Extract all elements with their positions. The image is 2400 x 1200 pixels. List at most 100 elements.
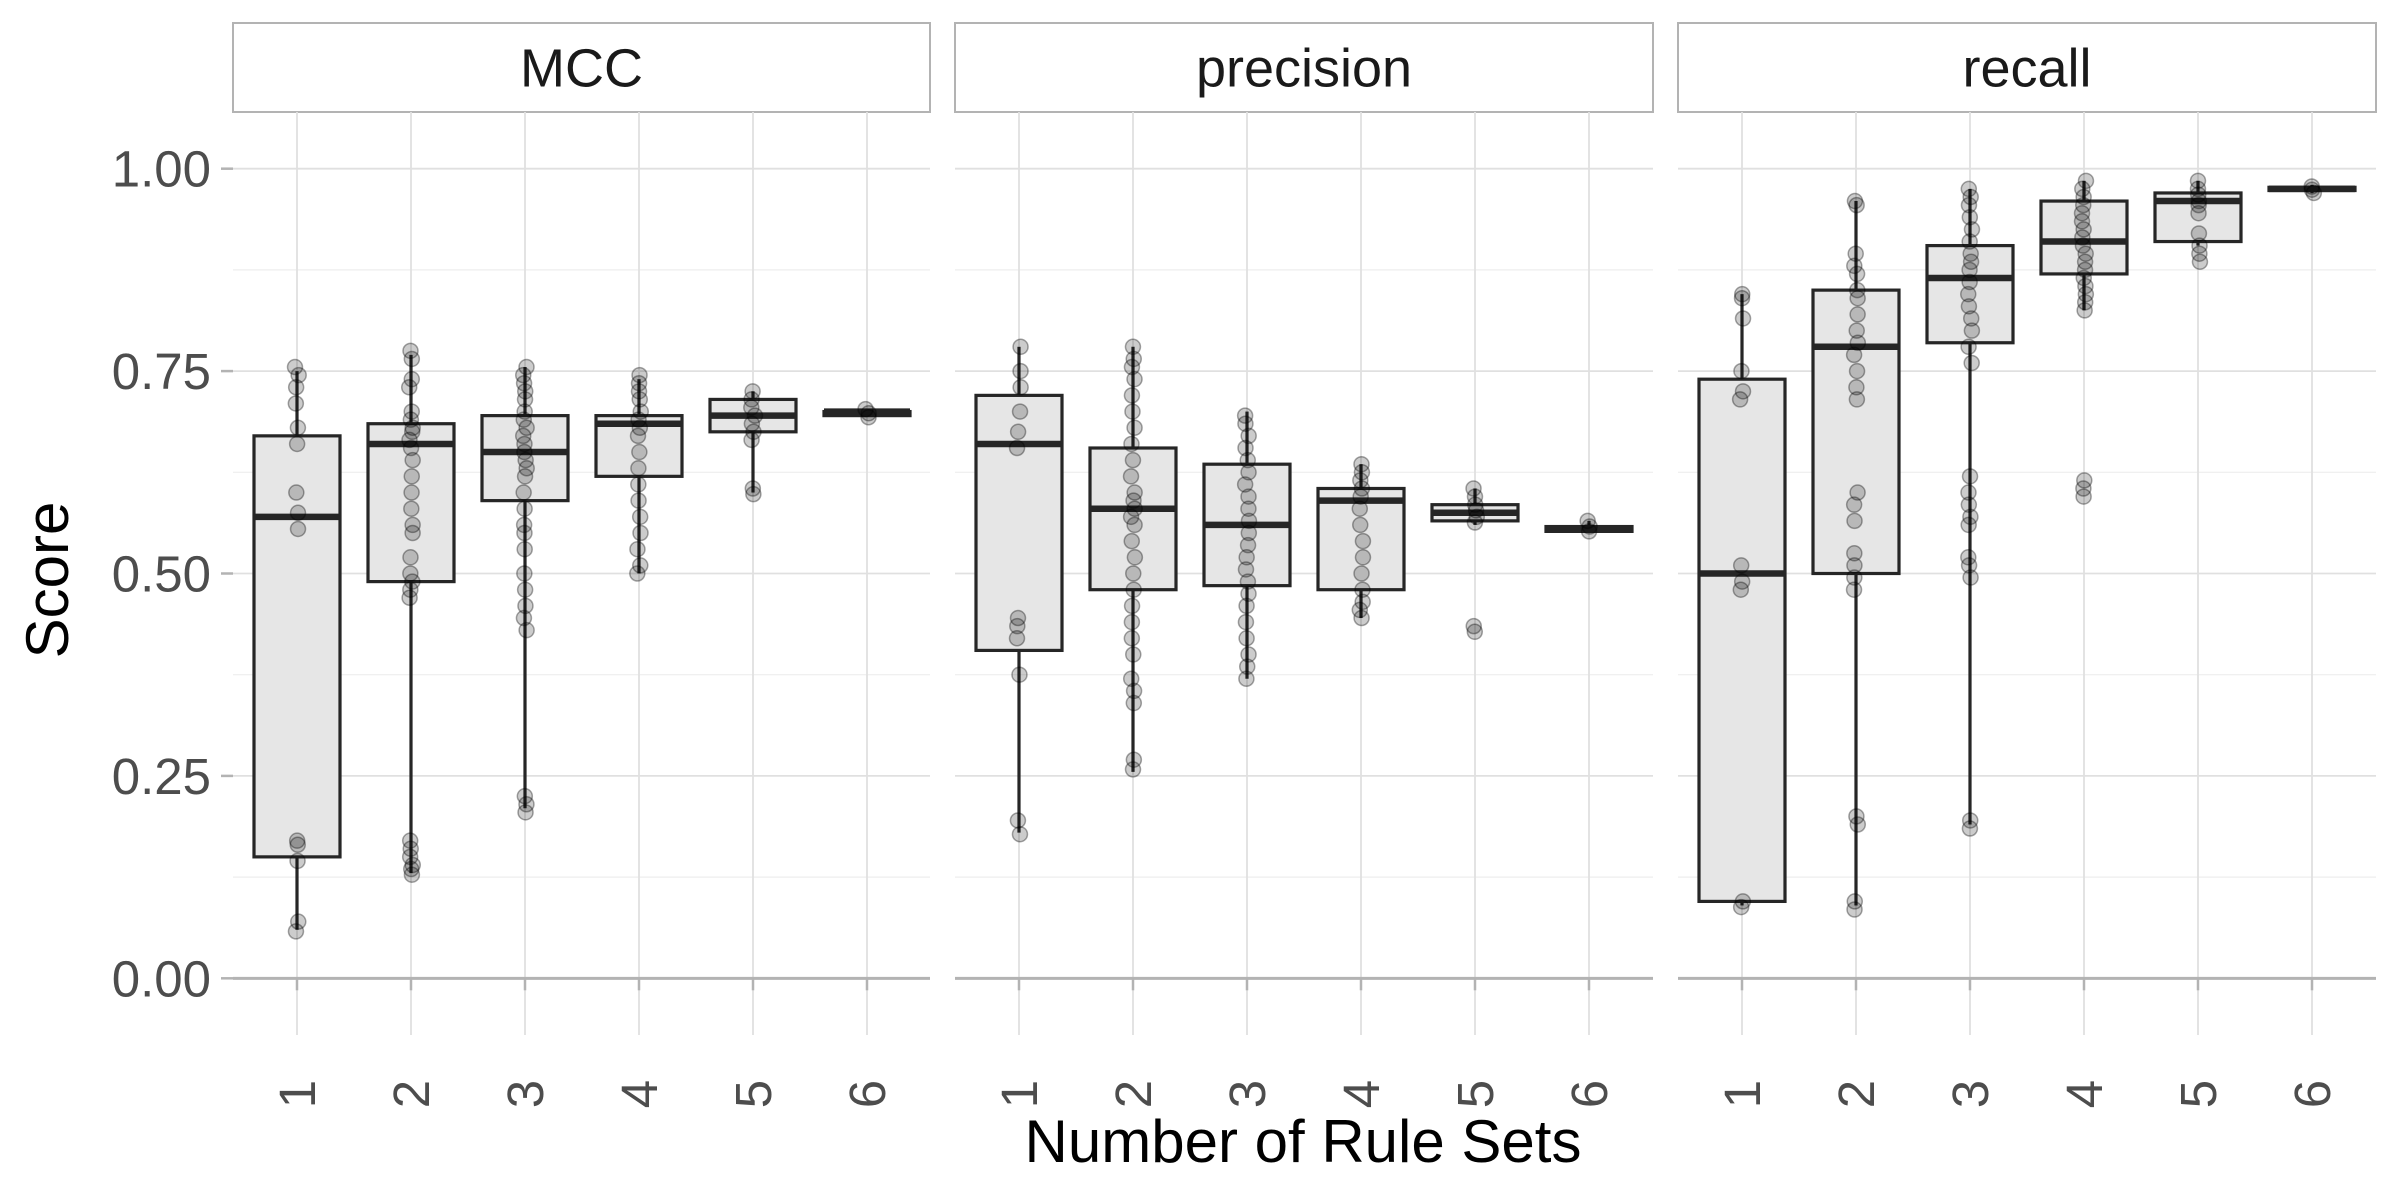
data-point	[515, 516, 533, 534]
data-point	[1126, 516, 1143, 534]
facet-strip	[1677, 22, 2377, 113]
data-point	[1960, 496, 1978, 513]
data-point	[1960, 180, 1978, 198]
data-point	[517, 804, 534, 821]
y-tick-label: 0.50	[112, 546, 211, 603]
data-point	[1732, 581, 1750, 598]
x-tick-label: 1	[1714, 1080, 1771, 1108]
data-point	[1124, 451, 1142, 469]
x-tick-label: 1	[991, 1080, 1048, 1108]
box-iqr	[1316, 486, 1406, 592]
data-point	[1351, 500, 1369, 517]
data-point	[1579, 512, 1596, 530]
data-point	[403, 423, 421, 441]
data-point	[516, 524, 533, 542]
data-point	[516, 443, 533, 461]
box-recall-6	[2267, 184, 2357, 193]
data-point	[1962, 245, 1979, 262]
data-point	[2077, 172, 2095, 190]
data-point	[1960, 516, 1977, 534]
data-point	[1733, 285, 1751, 303]
x-tick-label: 3	[1219, 1080, 1276, 1108]
data-point	[1123, 630, 1141, 647]
x-tick-label: 6	[2284, 1080, 2341, 1108]
data-point	[1849, 484, 1866, 501]
data-point	[1238, 670, 1255, 688]
panels-layer: MCC 1 2 3 4 5 6 precision 1 2 3 4 5 6 recall 1 2 3 4 5 6	[232, 22, 2377, 1108]
data-point	[287, 923, 305, 940]
data-point	[1124, 761, 1142, 778]
data-point	[1846, 893, 1864, 910]
data-point	[402, 411, 420, 428]
data-point	[1846, 569, 1863, 586]
data-point	[1353, 565, 1370, 582]
data-point	[2190, 192, 2208, 210]
data-point	[1125, 350, 1143, 368]
data-point	[516, 540, 533, 558]
box-iqr	[366, 422, 456, 584]
data-point	[1846, 192, 1864, 210]
data-point	[1011, 825, 1029, 843]
data-point	[743, 391, 760, 408]
box-precision-6	[1544, 520, 1634, 534]
data-point	[403, 500, 420, 517]
data-point	[288, 832, 306, 849]
data-point	[860, 404, 877, 422]
data-point	[1963, 221, 1981, 238]
data-point	[629, 540, 646, 558]
data-point	[404, 451, 421, 469]
data-point	[1009, 812, 1027, 829]
data-point	[1123, 358, 1141, 376]
x-tick-label: 2	[1105, 1080, 1162, 1108]
data-point	[2303, 178, 2321, 195]
data-point	[1465, 617, 1482, 635]
data-point	[400, 379, 418, 396]
data-point	[515, 411, 533, 428]
data-point	[518, 459, 535, 477]
data-point	[2073, 213, 2091, 230]
data-point	[1581, 518, 1598, 535]
box-iqr	[1697, 377, 1787, 904]
data-point	[2076, 261, 2094, 279]
data-point	[1126, 549, 1144, 566]
x-tick-label: 1	[269, 1080, 326, 1108]
x-tick-label: 3	[497, 1080, 554, 1108]
data-point	[1849, 334, 1867, 351]
data-point	[1012, 338, 1029, 356]
data-point	[1845, 581, 1863, 598]
data-point	[516, 383, 534, 400]
box-mcc-5	[708, 391, 798, 493]
data-point	[1239, 573, 1257, 590]
data-point	[516, 403, 533, 420]
x-tick-label: 5	[725, 1080, 782, 1108]
data-point	[743, 415, 761, 432]
box-precision-1	[974, 346, 1064, 833]
data-point	[1122, 508, 1140, 526]
data-point	[2305, 184, 2323, 202]
data-point	[2074, 229, 2091, 246]
data-point	[1240, 646, 1257, 663]
data-point	[2075, 480, 2092, 497]
data-point	[1846, 901, 1863, 918]
x-tick-label: 2	[383, 1080, 440, 1108]
data-point	[1123, 435, 1140, 453]
data-point	[402, 565, 419, 582]
data-point	[1849, 281, 1866, 299]
data-point	[1962, 569, 1979, 586]
data-point	[1352, 488, 1369, 505]
box-precision-2	[1088, 346, 1178, 772]
data-point	[1240, 585, 1257, 602]
data-point	[1123, 597, 1141, 615]
data-point	[1845, 346, 1863, 364]
data-point	[1123, 613, 1141, 631]
data-point	[1848, 265, 1866, 283]
data-point	[2189, 180, 2207, 198]
data-point	[630, 383, 648, 400]
data-point	[515, 374, 533, 392]
data-point	[1961, 261, 1978, 279]
data-point	[1011, 666, 1028, 683]
data-point	[1848, 362, 1866, 380]
data-point	[1733, 362, 1750, 380]
data-point	[2076, 302, 2093, 319]
data-point	[1849, 306, 1866, 323]
